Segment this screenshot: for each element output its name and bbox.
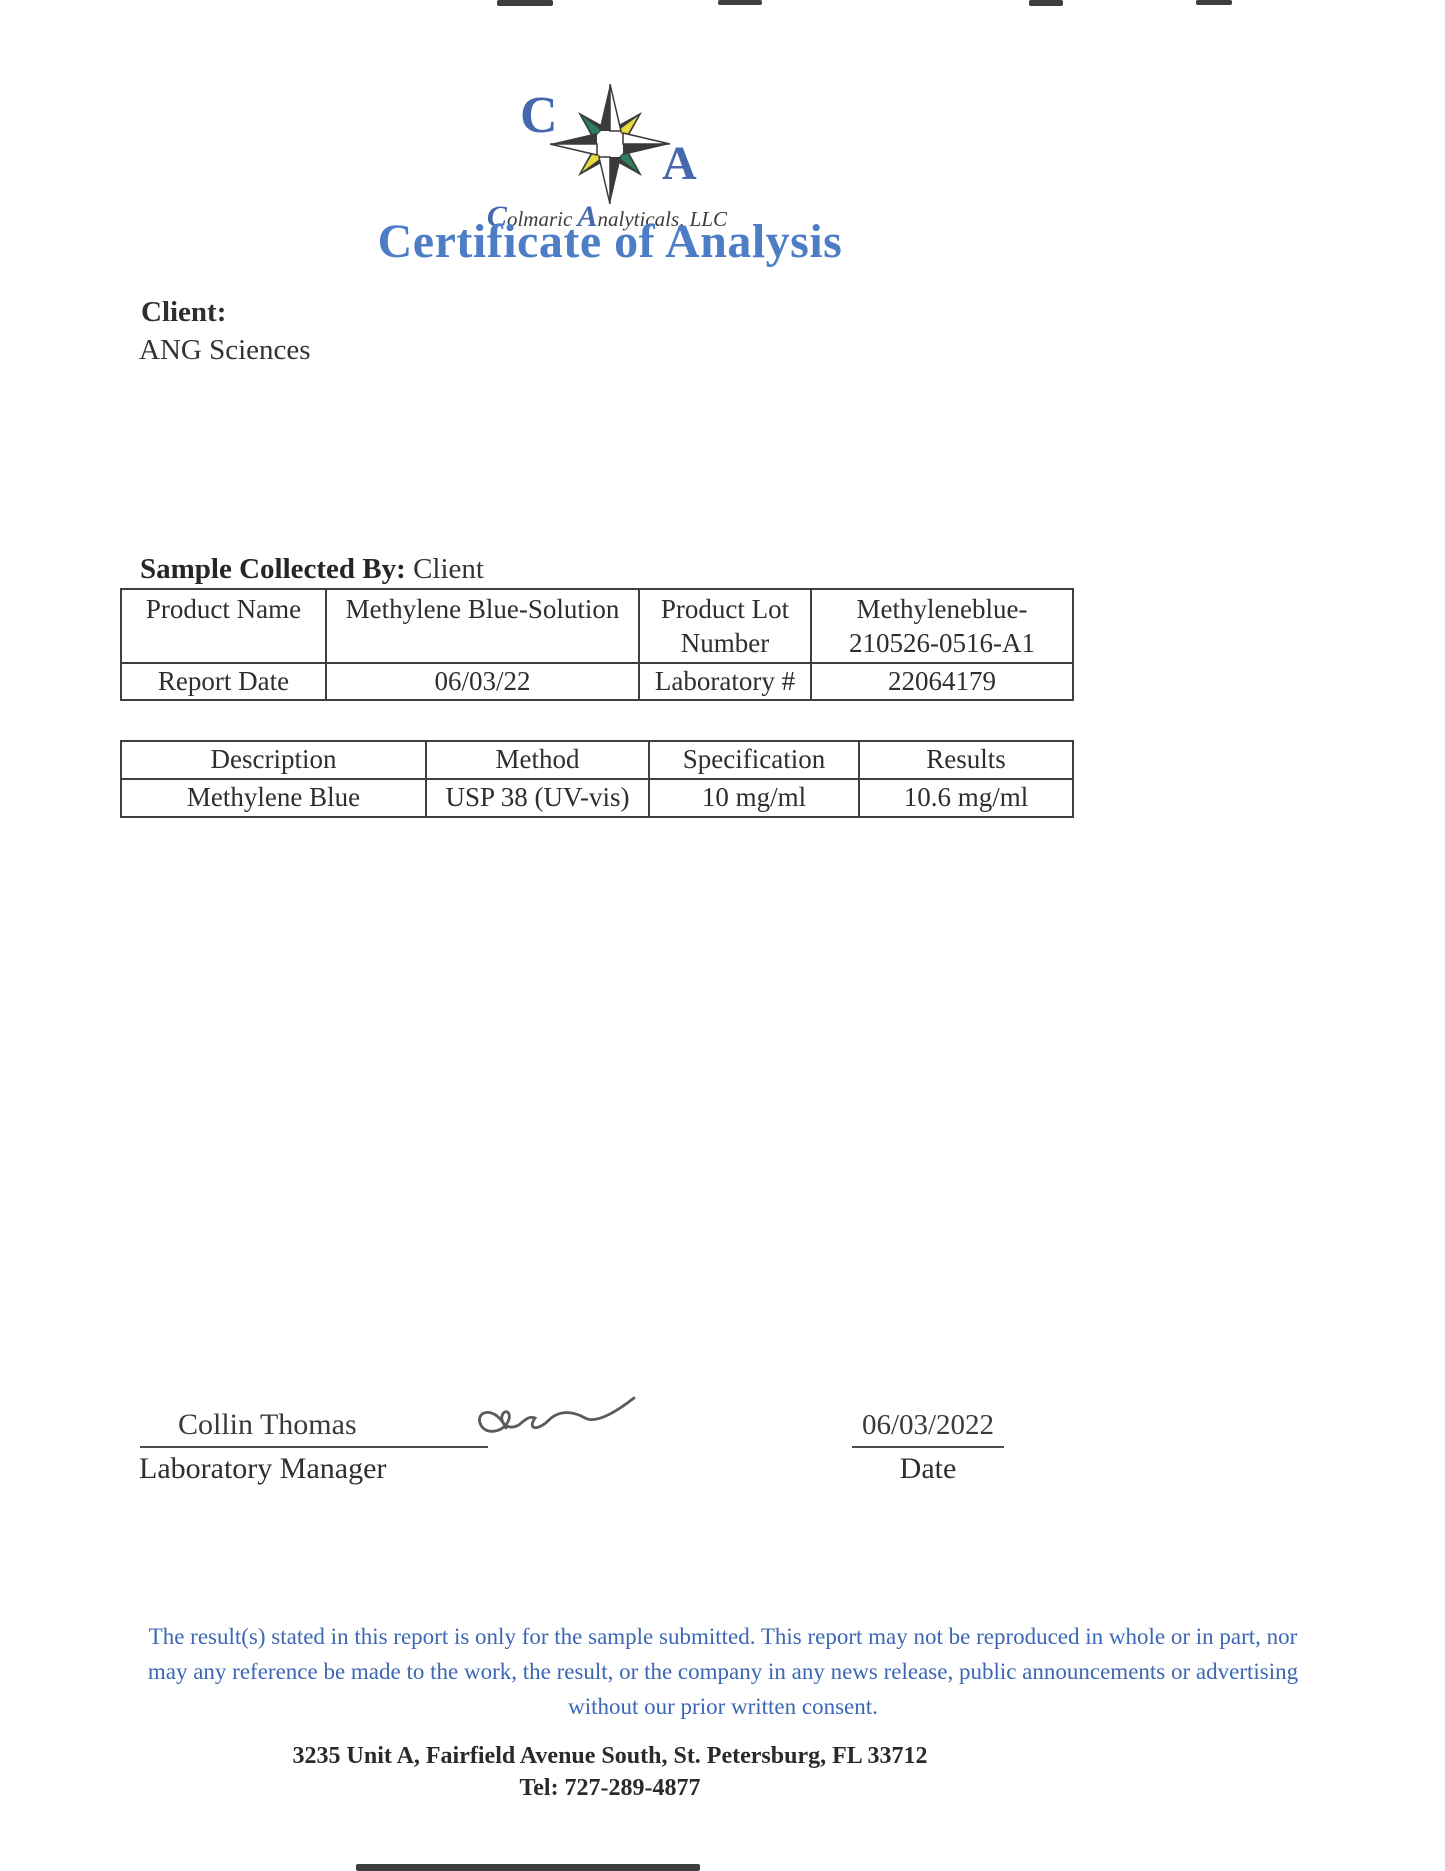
laboratory-number-value: 22064179 bbox=[810, 661, 1074, 702]
scan-artifact bbox=[356, 1864, 700, 1871]
date-line: 06/03/2022 bbox=[852, 1404, 1004, 1448]
product-name-label: Product Name bbox=[120, 588, 327, 664]
header-specification: Specification bbox=[648, 740, 860, 780]
product-info-table: Product Name Methylene Blue-Solution Pro… bbox=[120, 588, 1074, 702]
compass-rose-icon bbox=[549, 83, 671, 205]
page-title: Certificate of Analysis bbox=[377, 215, 843, 268]
footer-phone: Tel: 727-289-4877 bbox=[519, 1775, 701, 1802]
date-label: Date bbox=[899, 1452, 957, 1485]
report-date-label: Report Date bbox=[120, 661, 327, 702]
signature-date: 06/03/2022 bbox=[861, 1409, 995, 1441]
footer: 3235 Unit A, Fairfield Avenue South, St.… bbox=[145, 1740, 1075, 1805]
table-row: Methylene Blue USP 38 (UV-vis) 10 mg/ml … bbox=[120, 778, 1074, 818]
scan-artifact bbox=[718, 0, 762, 5]
signer-role: Laboratory Manager bbox=[139, 1452, 387, 1485]
table-row: Product Name Methylene Blue-Solution Pro… bbox=[120, 588, 1074, 664]
specification-value: 10 mg/ml bbox=[648, 778, 860, 818]
client-value: ANG Sciences bbox=[139, 334, 311, 366]
client-label: Client: bbox=[141, 296, 227, 328]
header-results: Results bbox=[858, 740, 1074, 780]
signer-name: Collin Thomas bbox=[178, 1408, 357, 1441]
report-date-value: 06/03/22 bbox=[325, 661, 640, 702]
company-name-part: olmaric bbox=[506, 207, 578, 231]
header-description: Description bbox=[120, 740, 427, 780]
product-name-value: Methylene Blue-Solution bbox=[325, 588, 640, 664]
product-lot-value: Methyleneblue-210526-0516-A1 bbox=[810, 588, 1074, 664]
signature-scribble-icon bbox=[478, 1396, 636, 1433]
logo-letter-c: C bbox=[520, 87, 558, 144]
table-row: Report Date 06/03/22 Laboratory # 220641… bbox=[120, 661, 1074, 702]
company-name: Colmaric Analyticals, LLC bbox=[402, 200, 812, 234]
sample-collected-by-value: Client bbox=[405, 553, 484, 585]
sample-collected-by-label: Sample Collected By: bbox=[140, 553, 406, 585]
method-value: USP 38 (UV-vis) bbox=[425, 778, 650, 818]
laboratory-number-label: Laboratory # bbox=[638, 661, 812, 702]
scan-artifact bbox=[497, 0, 553, 6]
disclaimer-text: The result(s) stated in this report is o… bbox=[147, 1624, 1299, 1719]
company-logo: C A bbox=[520, 80, 720, 210]
sample-collected-by: Sample Collected By: Client bbox=[140, 553, 484, 586]
scan-artifact bbox=[1029, 0, 1063, 6]
product-lot-label: Product Lot Number bbox=[638, 588, 812, 664]
signature-line: Collin Thomas bbox=[140, 1404, 488, 1448]
results-value: 10.6 mg/ml bbox=[858, 778, 1074, 818]
header-method: Method bbox=[425, 740, 650, 780]
scan-artifact bbox=[1196, 0, 1232, 5]
logo-letter-a: A bbox=[662, 137, 697, 190]
results-table: Description Method Specification Results… bbox=[120, 740, 1074, 818]
table-header-row: Description Method Specification Results bbox=[120, 740, 1074, 780]
company-initial-c: C bbox=[486, 200, 507, 233]
company-name-part: nalyticals, LLC bbox=[597, 207, 728, 231]
company-initial-a: A bbox=[577, 200, 598, 233]
description-value: Methylene Blue bbox=[120, 778, 427, 818]
footer-address: 3235 Unit A, Fairfield Avenue South, St.… bbox=[292, 1743, 928, 1769]
